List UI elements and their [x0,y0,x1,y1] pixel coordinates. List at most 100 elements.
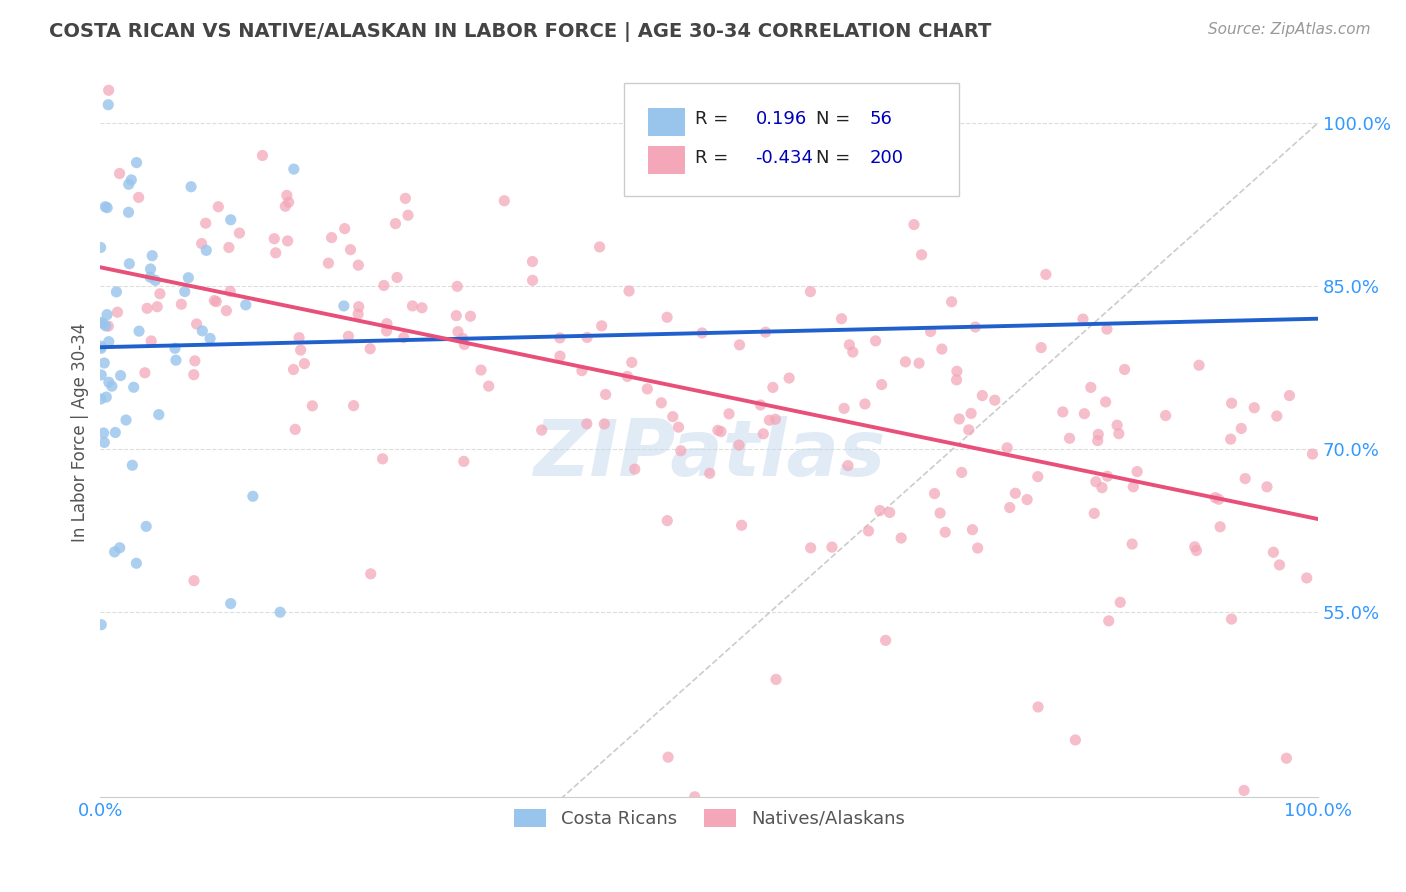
Point [396,208,419,222]
Point [135,519,157,533]
Point [858,524,880,538]
Point [1256,480,1278,494]
Point [451,331,474,345]
Point [134,366,156,380]
Point [337,329,360,343]
Point [929,506,952,520]
Point [218,240,240,254]
Point [1204,491,1226,505]
Point [998,500,1021,515]
Point [699,467,721,481]
Point [263,232,285,246]
Point [960,406,983,420]
Point [728,338,751,352]
Point [1265,409,1288,423]
Point [1220,396,1243,410]
Point [385,270,408,285]
Point [90,339,112,353]
Point [125,155,148,169]
Point [235,298,257,312]
Point [141,249,163,263]
Point [191,324,214,338]
Point [718,175,741,189]
Point [1017,492,1039,507]
Point [903,218,925,232]
Point [128,324,150,338]
Point [1107,418,1129,433]
Point [103,545,125,559]
Point [347,258,370,272]
Point [97,376,120,390]
Point [765,673,787,687]
Point [277,234,299,248]
Point [946,364,969,378]
Point [121,458,143,473]
Point [752,426,775,441]
Point [548,331,571,345]
Point [148,408,170,422]
Point [755,325,778,339]
Point [1087,434,1109,448]
Point [115,413,138,427]
Point [453,454,475,468]
Point [832,401,855,416]
Point [101,379,124,393]
Point [90,368,112,382]
Point [252,148,274,162]
Point [283,362,305,376]
Point [758,413,780,427]
Point [931,342,953,356]
Point [242,489,264,503]
Point [655,310,678,325]
Point [347,307,370,321]
Point [1064,733,1087,747]
Point [339,243,361,257]
Point [219,597,242,611]
Point [995,441,1018,455]
Point [799,285,821,299]
Point [163,341,186,355]
Point [620,355,643,369]
Point [94,200,117,214]
Point [1098,614,1121,628]
Point [616,369,638,384]
Point [749,398,772,412]
Point [1154,409,1177,423]
Point [494,194,516,208]
Point [173,285,195,299]
Point [948,412,970,426]
Point [1114,362,1136,376]
Point [96,308,118,322]
Legend: Costa Ricans, Natives/Alaskans: Costa Ricans, Natives/Alaskans [506,801,912,835]
Point [90,617,112,632]
Point [110,368,132,383]
Point [966,541,988,555]
Point [1084,475,1107,489]
Point [1073,407,1095,421]
Point [1108,426,1130,441]
Point [446,279,468,293]
Point [97,334,120,349]
Point [384,217,406,231]
Point [879,506,901,520]
Point [118,257,141,271]
Point [139,270,162,285]
Point [1301,447,1323,461]
Point [962,523,984,537]
Point [283,162,305,177]
Point [668,420,690,434]
Point [710,425,733,439]
Point [447,325,470,339]
Point [837,458,859,473]
Point [690,326,713,340]
Point [1268,558,1291,572]
Point [1095,322,1118,336]
Point [595,387,617,401]
Point [128,190,150,204]
Point [170,297,193,311]
Point [650,396,672,410]
Point [831,311,853,326]
Point [778,371,800,385]
Point [800,541,823,555]
Point [149,286,172,301]
